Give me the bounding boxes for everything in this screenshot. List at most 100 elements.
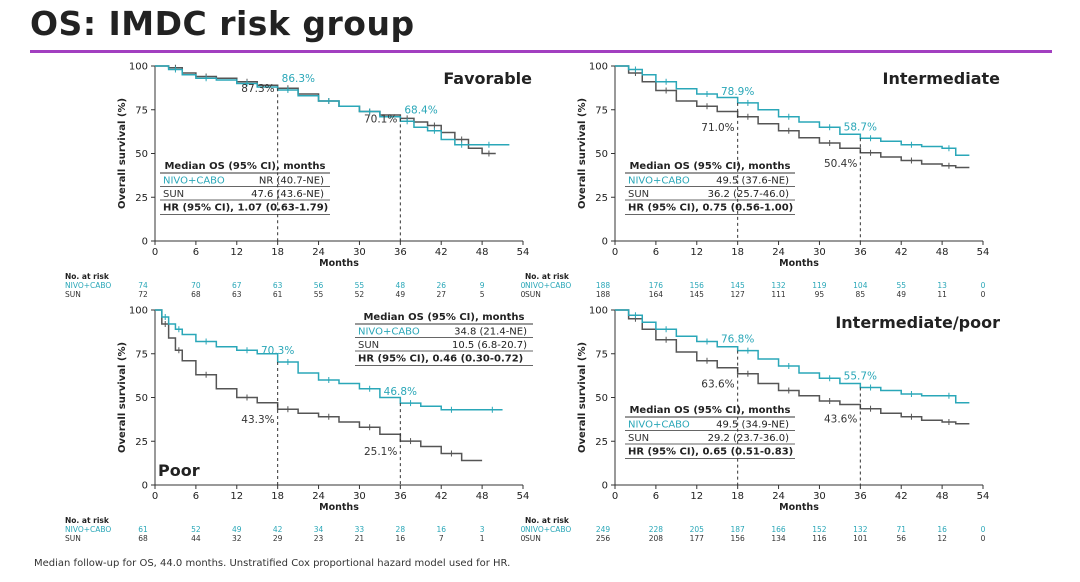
y-tick-label: 100	[129, 306, 148, 317]
y-tick-label: 50	[595, 149, 608, 160]
at-risk-sun-count: 145	[690, 290, 705, 299]
at-risk-nivo-cabo-count: 49	[232, 525, 242, 534]
km-panel-intermediate: 0 25 50 75 100 0 6 12 18 24 30 36 42 48 54 Months Overal…	[525, 56, 1050, 306]
x-tick-label: 30	[353, 491, 366, 502]
at-risk-nivo-cabo-count: 166	[771, 525, 786, 534]
at-risk-sun-count: 95	[815, 290, 825, 299]
at-risk-sun-count: 116	[812, 534, 827, 543]
at-risk-sun-count: 29	[273, 534, 283, 543]
x-tick-label: 48	[476, 247, 489, 258]
x-tick-label: 48	[936, 491, 949, 502]
at-risk-nivo-cabo-count: 9	[480, 281, 485, 290]
km-panel-intermediate-poor: 0 25 50 75 100 0 6 12 18 24 30 36 42 48 54 Months Overal…	[525, 300, 1050, 550]
sun-landmark-label: 87.3%	[241, 83, 274, 95]
at-risk-nivo-cabo-count: 3	[480, 525, 485, 534]
at-risk-sun-count: 85	[856, 290, 866, 299]
at-risk-sun-count: 164	[649, 290, 664, 299]
nivo-cabo-landmark-label: 55.7%	[844, 371, 877, 383]
x-tick-label: 0	[152, 247, 158, 258]
x-tick-label: 36	[394, 491, 407, 502]
at-risk-nivo-cabo-count: 61	[138, 525, 148, 534]
legend-nivo-cabo-label: NIVO+CABO	[358, 327, 420, 338]
at-risk-sun-count: 63	[232, 290, 242, 299]
at-risk-nivo-cabo-count: 63	[273, 281, 283, 290]
at-risk-nivo-cabo-count: 205	[690, 525, 705, 534]
at-risk-nivo-cabo-count: 0	[981, 281, 986, 290]
at-risk-title: No. at risk	[65, 272, 110, 281]
x-tick-label: 36	[854, 491, 867, 502]
legend-median-value: 34.8 (21.4-NE)	[454, 327, 527, 338]
footnote: Median follow-up for OS, 44.0 months. Un…	[34, 558, 511, 569]
legend-median-value: 49.5 (37.6-NE)	[716, 176, 789, 187]
x-axis-label: Months	[319, 258, 359, 269]
nivo-cabo-landmark-label: 76.8%	[721, 334, 754, 346]
at-risk-nivo-cabo-count: 55	[896, 281, 906, 290]
at-risk-sun-count: 0	[981, 534, 986, 543]
at-risk-title: No. at risk	[65, 516, 110, 525]
at-risk-sun-count: 55	[314, 290, 324, 299]
legend-median-value: 29.2 (23.7-36.0)	[708, 433, 789, 444]
y-tick-label: 0	[602, 481, 608, 492]
legend-header: Median OS (95% CI), months	[363, 312, 524, 323]
at-risk-nivo-cabo-count: 33	[355, 525, 365, 534]
y-tick-label: 100	[589, 62, 608, 73]
at-risk-nivo-cabo-count: 34	[314, 525, 324, 534]
at-risk-nivo-cabo-label: NIVO+CABO	[525, 281, 571, 290]
y-tick-label: 25	[595, 193, 608, 204]
km-panel-poor: 0 25 50 75 100 0 6 12 18 24 30 36 42 48 54 Months Overal…	[65, 300, 590, 550]
at-risk-sun-count: 44	[191, 534, 201, 543]
x-axis-label: Months	[319, 502, 359, 513]
sun-landmark-label: 50.4%	[824, 158, 857, 170]
x-tick-label: 6	[653, 491, 659, 502]
x-tick-label: 18	[731, 491, 744, 502]
legend-nivo-cabo-label: NIVO+CABO	[628, 420, 690, 431]
nivo-cabo-landmark-label: 68.4%	[404, 104, 437, 116]
at-risk-nivo-cabo-count: 16	[937, 525, 947, 534]
x-tick-label: 24	[772, 247, 785, 258]
legend-sun-label: SUN	[628, 189, 649, 200]
at-risk-nivo-cabo-count: 132	[771, 281, 786, 290]
x-tick-label: 12	[230, 491, 243, 502]
x-tick-label: 42	[895, 247, 908, 258]
at-risk-sun-count: 52	[355, 290, 365, 299]
x-tick-label: 24	[312, 247, 325, 258]
legend-hazard-ratio: HR (95% CI), 1.07 (0.63-1.79)	[163, 203, 328, 214]
km-chart-intermediate: 0 25 50 75 100 0 6 12 18 24 30 36 42 48 54 Months Overal…	[525, 62, 1001, 300]
x-tick-label: 18	[271, 491, 284, 502]
x-tick-label: 6	[193, 491, 199, 502]
at-risk-nivo-cabo-count: 152	[812, 525, 827, 534]
x-tick-label: 48	[476, 491, 489, 502]
at-risk-nivo-cabo-count: 228	[649, 525, 664, 534]
x-tick-label: 36	[394, 247, 407, 258]
x-tick-label: 0	[152, 491, 158, 502]
nivo-cabo-landmark-label: 78.9%	[721, 86, 754, 98]
x-tick-label: 42	[435, 491, 448, 502]
at-risk-sun-count: 1	[480, 534, 485, 543]
at-risk-nivo-cabo-count: 132	[853, 525, 868, 534]
at-risk-sun-count: 72	[138, 290, 148, 299]
at-risk-nivo-cabo-count: 55	[355, 281, 365, 290]
y-tick-label: 75	[135, 349, 148, 360]
legend-median-value: 10.5 (6.8-20.7)	[452, 340, 527, 351]
legend-hazard-ratio: HR (95% CI), 0.75 (0.56-1.00)	[628, 203, 793, 214]
x-axis-label: Months	[779, 258, 819, 269]
panel-label: Intermediate	[883, 69, 1001, 88]
x-tick-label: 0	[612, 247, 618, 258]
km-chart-intermediate-poor: 0 25 50 75 100 0 6 12 18 24 30 36 42 48 54 Months Overal…	[525, 306, 1000, 544]
at-risk-sun-count: 27	[436, 290, 446, 299]
legend-header: Median OS (95% CI), months	[629, 405, 790, 416]
at-risk-nivo-cabo-count: 16	[436, 525, 446, 534]
y-axis-label: Overall survival (%)	[117, 98, 128, 209]
at-risk-sun-count: 16	[396, 534, 406, 543]
title-divider	[30, 50, 1052, 53]
at-risk-sun-count: 0	[521, 290, 526, 299]
x-tick-label: 12	[690, 491, 703, 502]
nivo-cabo-landmark-label: 70.3%	[261, 345, 294, 357]
at-risk-nivo-cabo-count: 119	[812, 281, 827, 290]
y-tick-label: 75	[595, 105, 608, 116]
at-risk-sun-label: SUN	[525, 534, 541, 543]
nivo-cabo-landmark-label: 86.3%	[282, 73, 315, 85]
x-tick-label: 54	[977, 247, 990, 258]
at-risk-sun-count: 56	[896, 534, 906, 543]
